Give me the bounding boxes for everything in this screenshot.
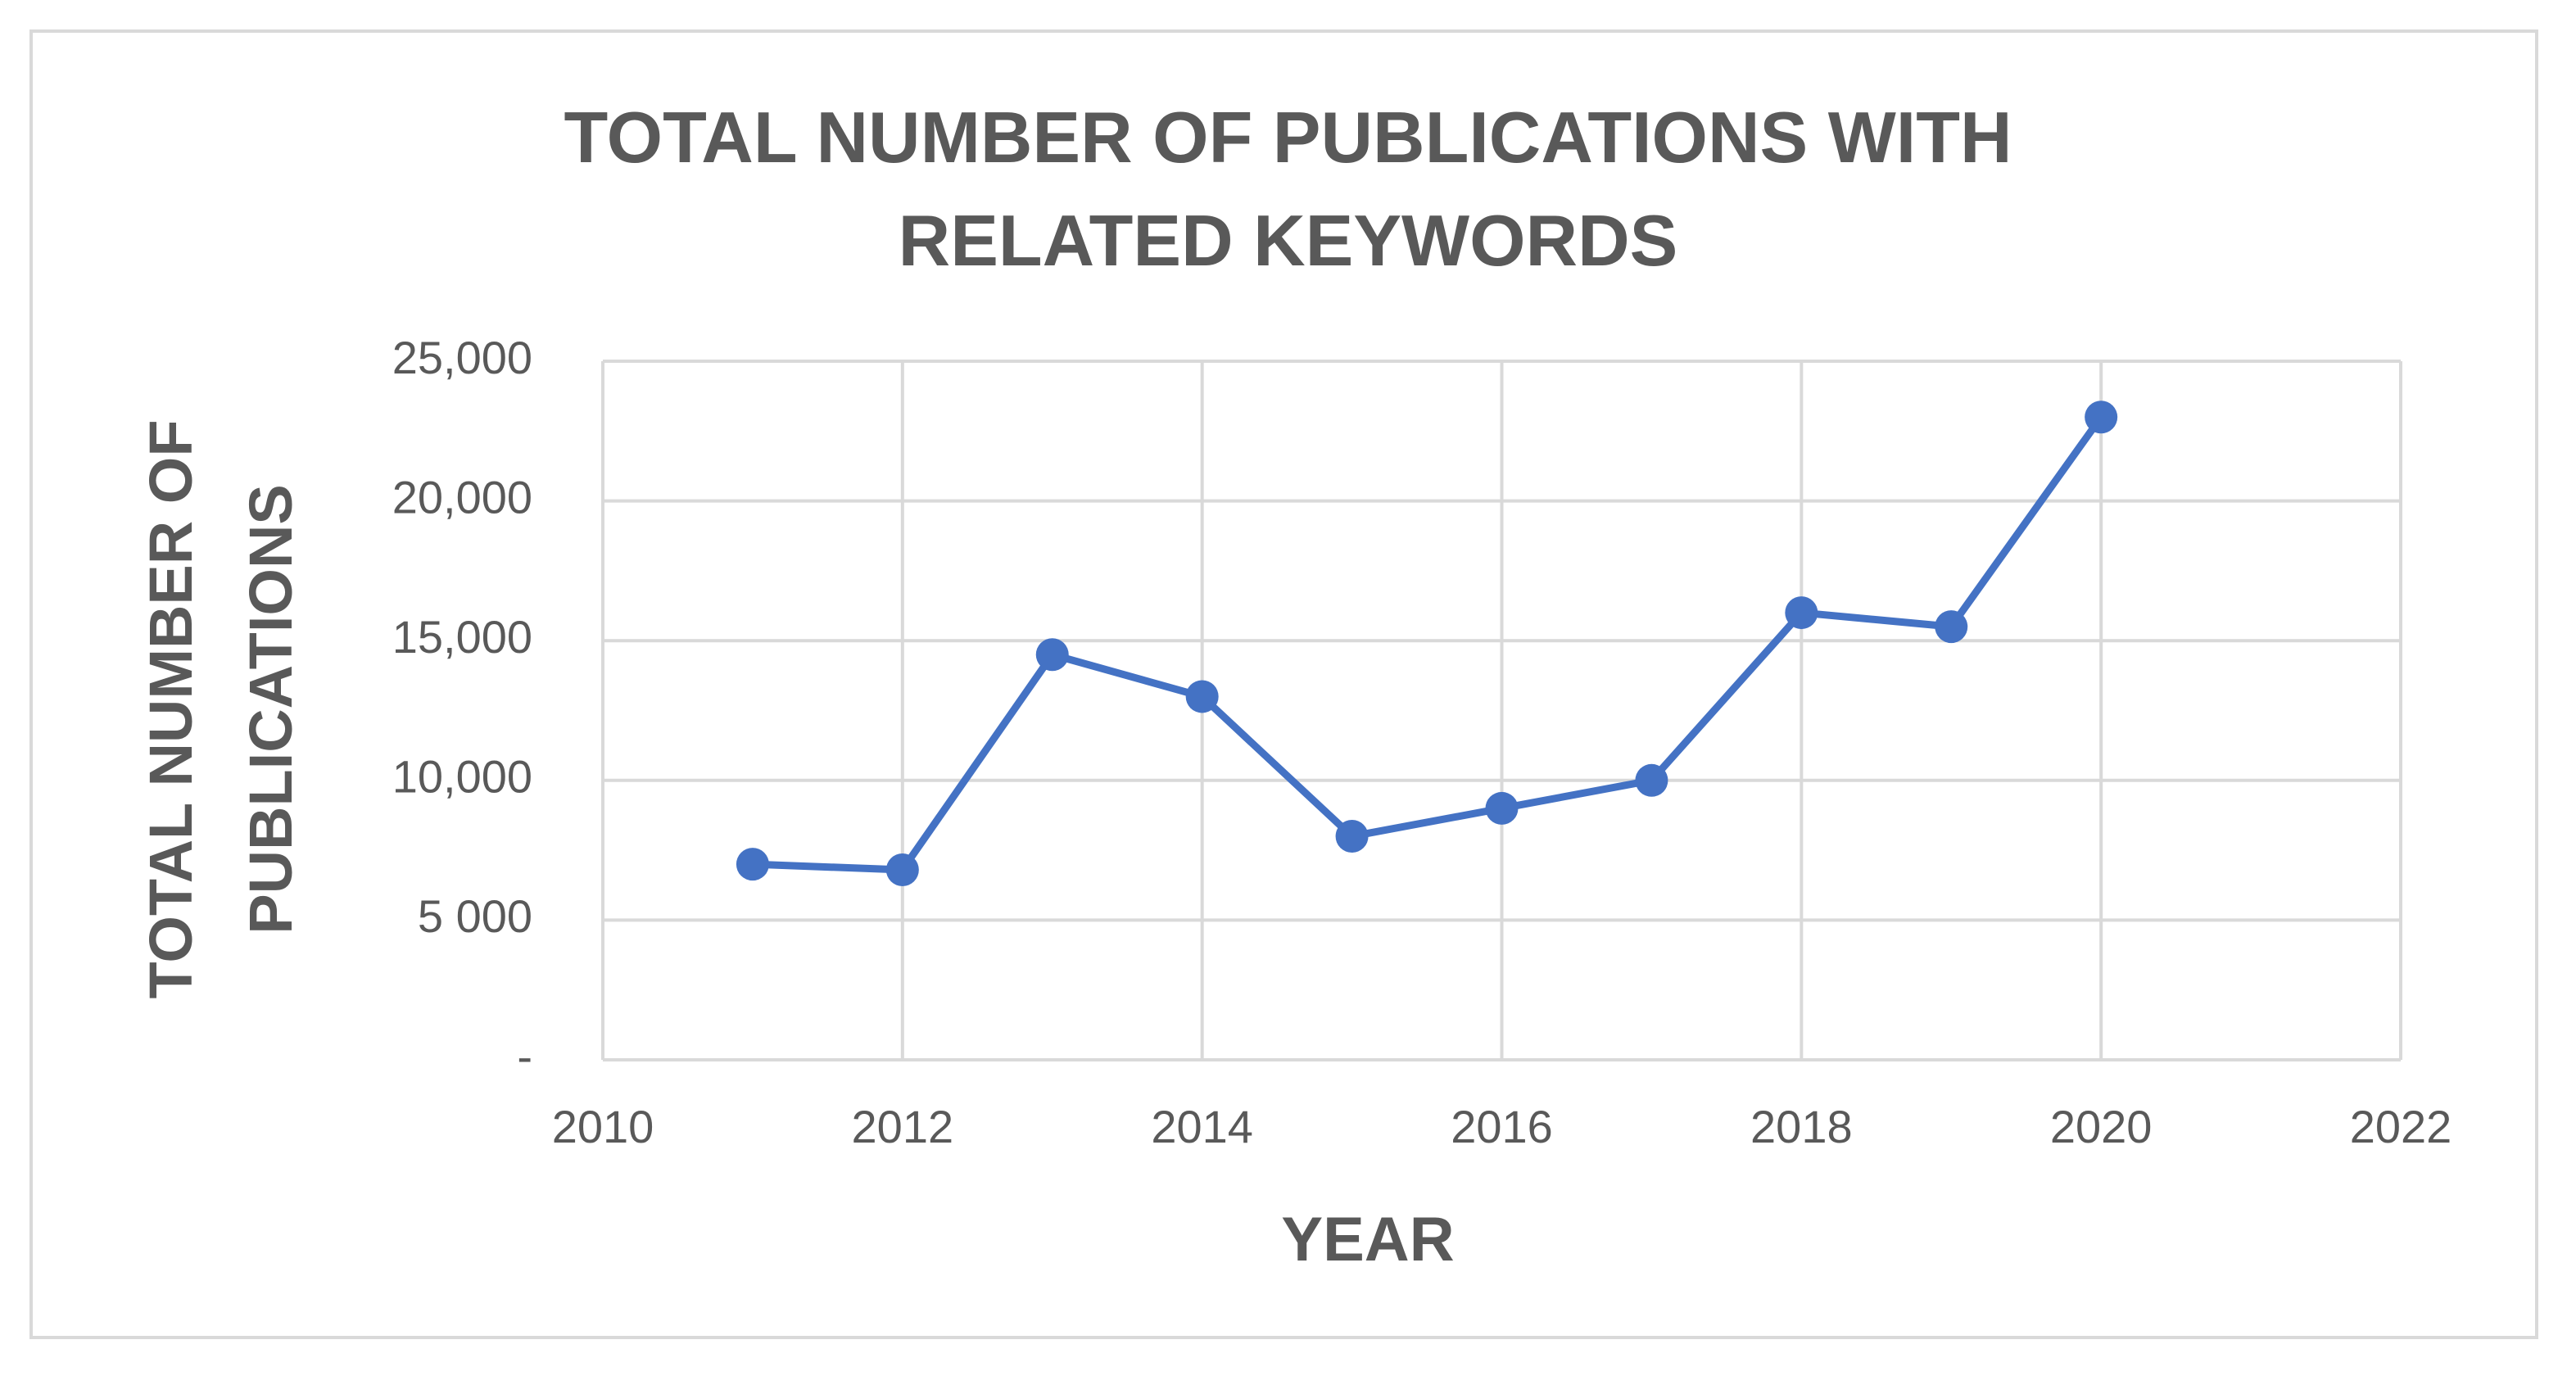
- data-point: [1185, 680, 1219, 713]
- x-tick-label: 2010: [552, 1101, 654, 1152]
- data-point: [1935, 610, 1968, 644]
- data-point: [1035, 638, 1069, 672]
- chart-title: TOTAL NUMBER OF PUBLICATIONS WITH RELATE…: [564, 97, 2012, 281]
- data-point: [1635, 763, 1668, 797]
- y-tick-label: 10,000: [392, 751, 532, 803]
- x-tick-label: 2012: [852, 1101, 954, 1152]
- data-point: [2085, 401, 2118, 434]
- x-tick-label: 2020: [2050, 1101, 2153, 1152]
- y-tick-label: 25,000: [392, 332, 532, 383]
- data-line: [752, 414, 2104, 874]
- data-point: [1785, 596, 1818, 630]
- x-tick-label: 2016: [1451, 1101, 1553, 1152]
- y-tick-label: -: [517, 1030, 532, 1082]
- x-tick-label: 2022: [2350, 1101, 2452, 1152]
- x-tick-label: 2018: [1750, 1101, 1853, 1152]
- y-tick-label: 20,000: [392, 471, 532, 523]
- x-tick-label: 2014: [1151, 1101, 1253, 1152]
- y-tick-label: 15,000: [392, 611, 532, 663]
- y-tick-label: 5 000: [418, 890, 532, 942]
- data-point: [1335, 820, 1369, 853]
- x-axis-label: YEAR: [1281, 1205, 1455, 1274]
- data-point: [736, 848, 769, 881]
- data-point: [1485, 791, 1519, 825]
- chart-border: [29, 29, 2538, 1339]
- data-point: [885, 853, 919, 886]
- title-box: TOTAL NUMBER OF PUBLICATIONS WITH RELATE…: [0, 86, 2576, 292]
